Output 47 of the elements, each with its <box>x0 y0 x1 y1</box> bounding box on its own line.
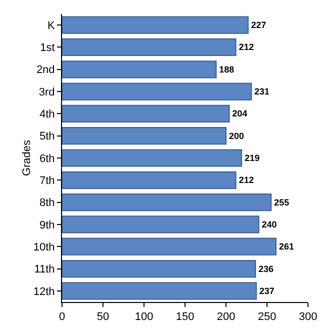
data-label: 227 <box>251 20 266 30</box>
y-tick-label: 1st <box>40 42 55 54</box>
y-tick-label: 11th <box>34 264 55 276</box>
x-tick-label: 150 <box>176 311 194 324</box>
y-tick-label: 2nd <box>36 64 55 76</box>
y-tick-label: 10th <box>33 241 55 254</box>
data-label: 204 <box>232 108 248 119</box>
bar <box>62 127 226 145</box>
bar <box>62 16 249 34</box>
data-label: 237 <box>259 286 274 296</box>
y-tick-label: 5th <box>40 130 55 143</box>
x-tick-label: 50 <box>96 311 110 324</box>
x-tick-label: 100 <box>134 311 154 324</box>
x-tick-label: 200 <box>216 311 236 324</box>
bar <box>62 38 236 56</box>
data-label: 236 <box>258 264 274 274</box>
bar <box>62 104 230 122</box>
bar <box>62 82 252 100</box>
data-label: 255 <box>274 197 290 208</box>
y-tick-label: 6th <box>40 152 55 165</box>
bar <box>62 60 217 78</box>
data-label: 219 <box>244 153 260 163</box>
data-label: 240 <box>262 219 277 230</box>
data-label: 231 <box>254 86 270 97</box>
bar <box>62 194 272 212</box>
y-tick-label: 8th <box>40 197 55 210</box>
y-tick-label: 9th <box>40 219 55 232</box>
y-tick-label: 7th <box>40 175 55 187</box>
bar <box>62 171 236 189</box>
data-label: 212 <box>238 175 254 186</box>
y-tick-label: K <box>47 20 56 32</box>
y-tick-label: 4th <box>40 108 55 121</box>
y-tick-label: 3rd <box>38 86 55 98</box>
data-label: 261 <box>279 242 294 252</box>
bar <box>62 260 256 278</box>
bar <box>62 282 257 300</box>
bar <box>62 149 242 167</box>
x-tick-label: 250 <box>258 311 276 324</box>
x-tick-label: 0 <box>58 311 66 324</box>
bar <box>62 216 260 234</box>
data-label: 212 <box>238 42 254 52</box>
data-label: 200 <box>229 130 244 141</box>
bar <box>62 238 277 256</box>
y-axis-title: Grades <box>21 139 33 176</box>
x-tick-label: 300 <box>298 311 318 324</box>
data-label: 188 <box>219 64 234 74</box>
y-tick-label: 12th <box>33 286 55 298</box>
